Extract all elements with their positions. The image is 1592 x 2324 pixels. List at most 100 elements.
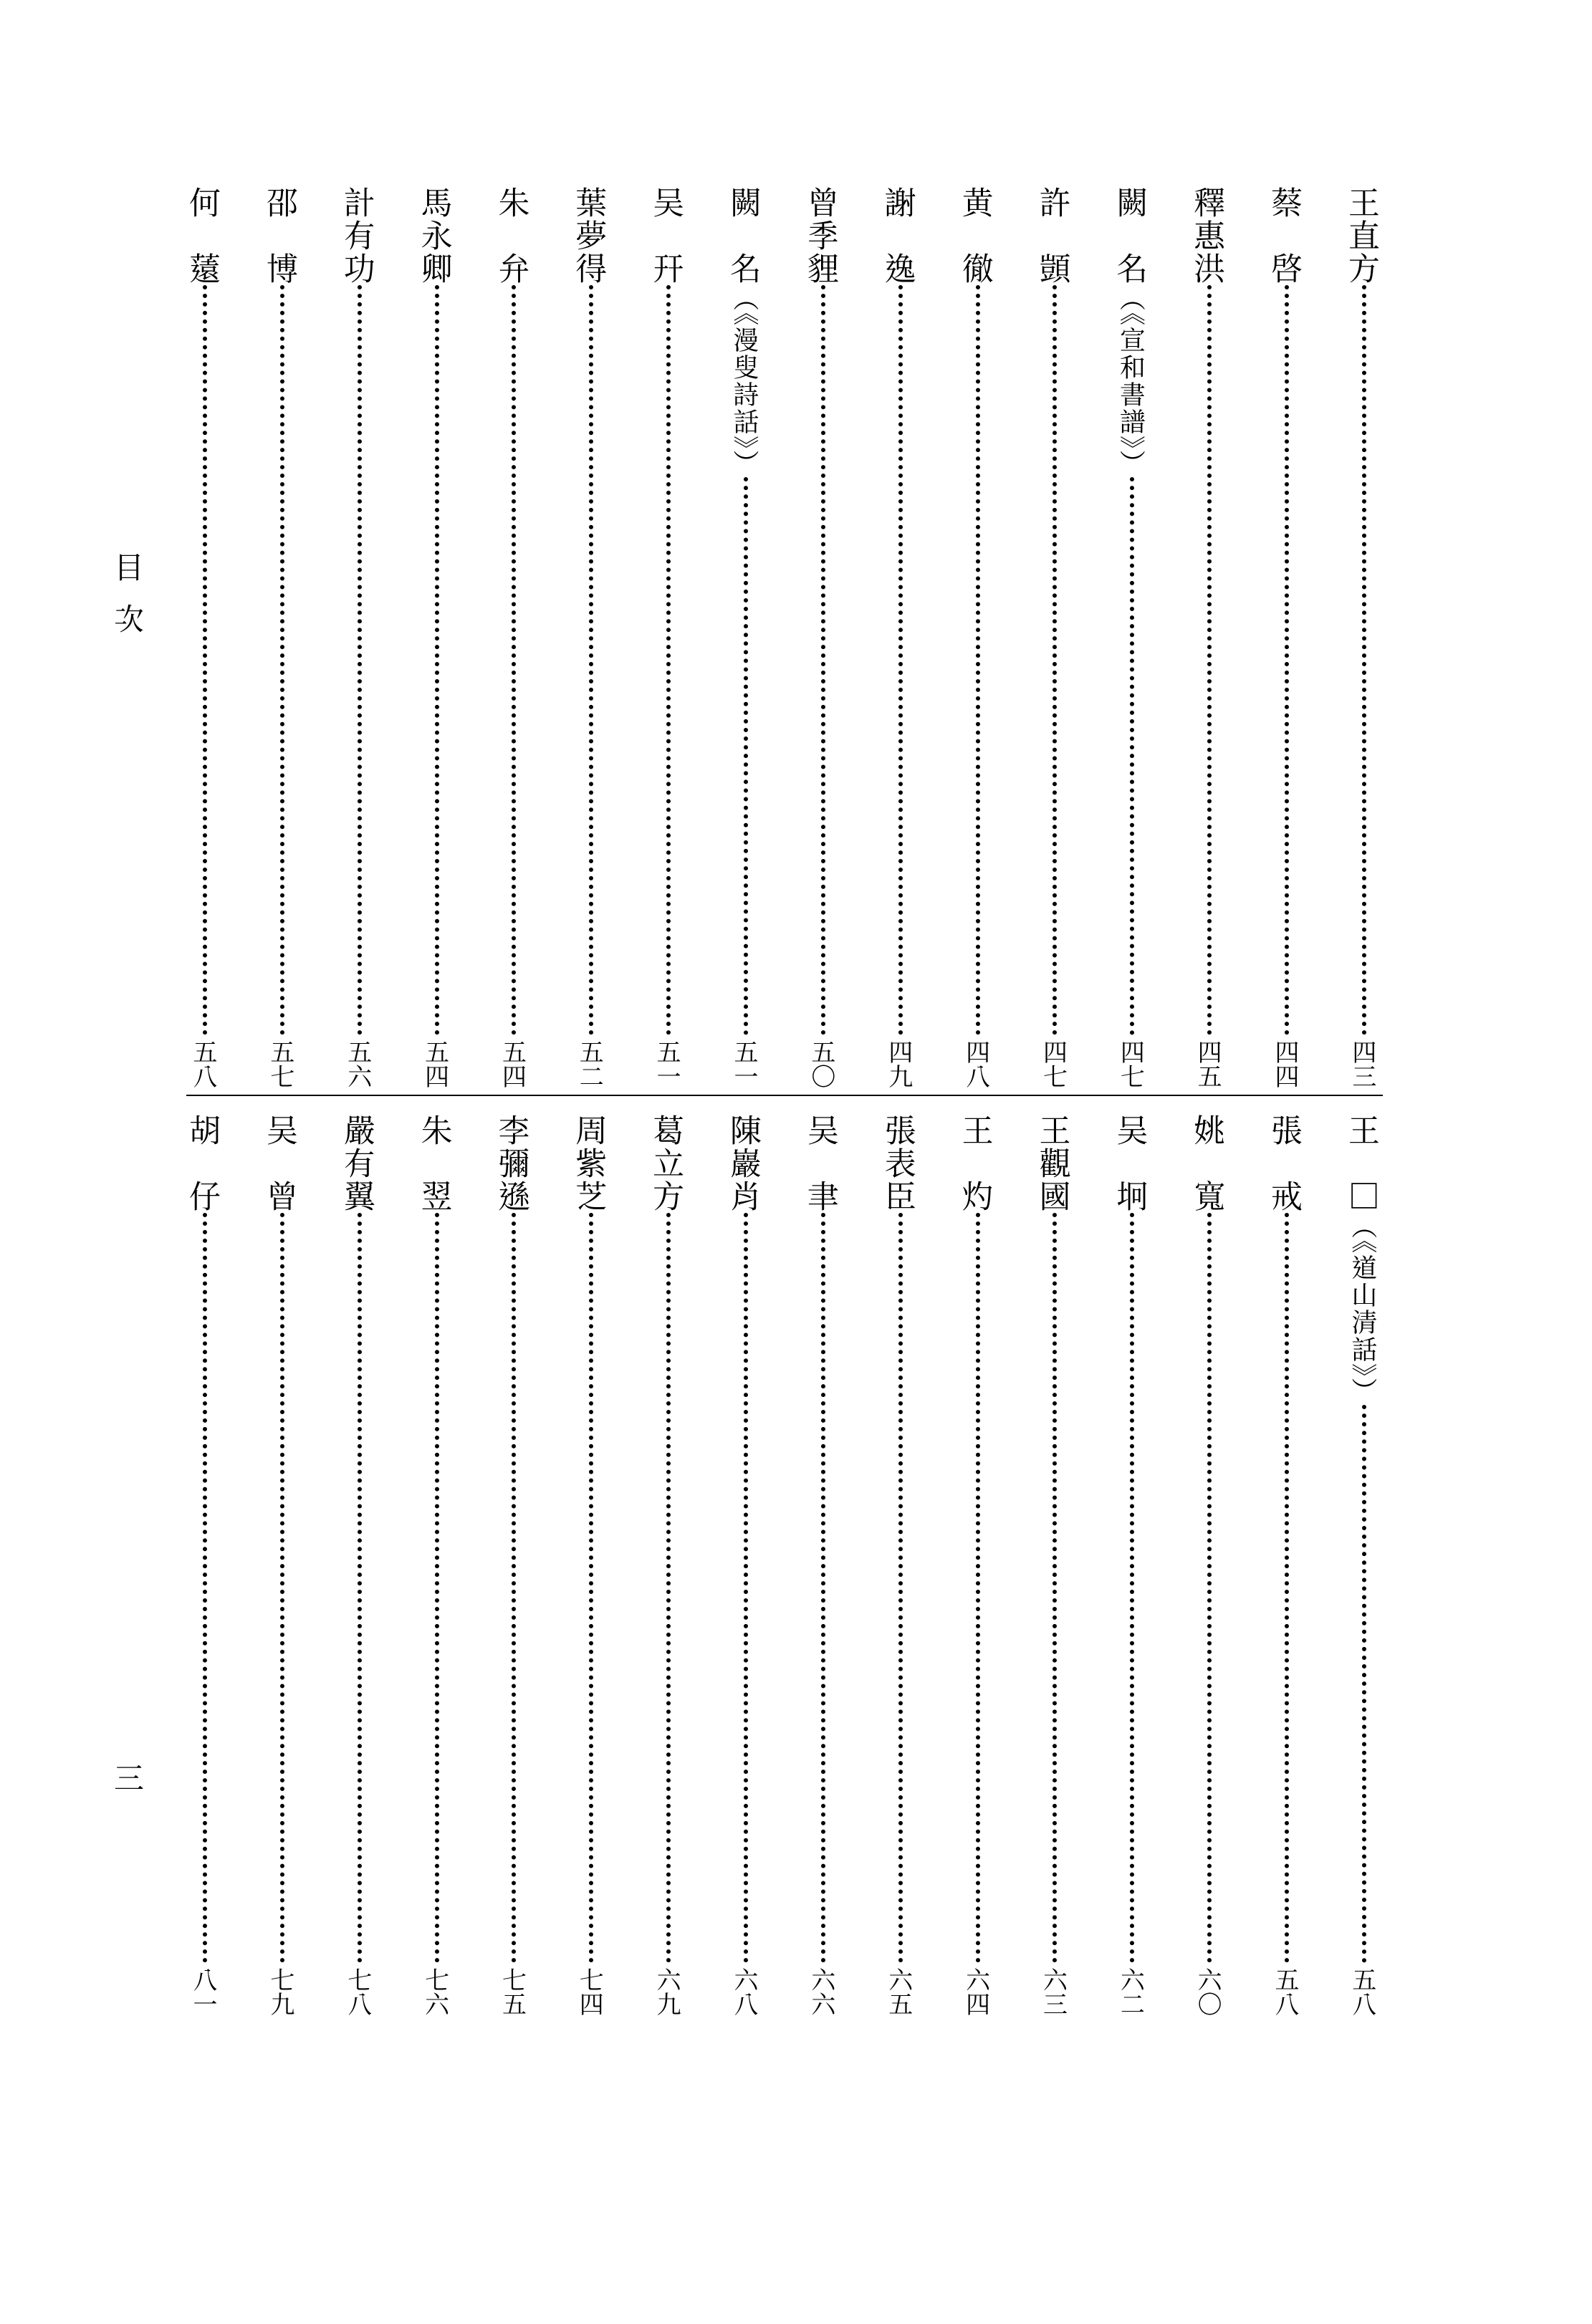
leader-dots — [1346, 1405, 1383, 1963]
entry-name: 謝 逸 — [882, 186, 919, 285]
entry-page: 四四 — [1268, 1035, 1305, 1093]
leader-dots — [650, 1213, 687, 1963]
toc-lower-block: 王 □（《道山清話》）五八張 戒五八姚 寬六〇吴 坰六二王觀國六三王 灼六四張表… — [186, 1114, 1383, 2020]
toc-entry: 馬永卿五四 — [418, 186, 456, 1093]
leader-dots — [572, 1213, 610, 1963]
entry-name: 馬永卿 — [418, 186, 456, 285]
toc-entry: 王直方四三 — [1346, 186, 1383, 1093]
entry-name: 許 顗 — [1036, 186, 1073, 285]
entry-note: （《道山清話》） — [1346, 1213, 1383, 1405]
toc-entry: 吴 坰六二 — [1113, 1114, 1151, 2020]
divider-line — [186, 1095, 1383, 1096]
toc-entry: 謝 逸四九 — [882, 186, 919, 1093]
leader-dots — [727, 477, 764, 1035]
entry-page: 七四 — [572, 1963, 610, 2020]
entry-page: 五八 — [186, 1035, 224, 1093]
entry-name: 王直方 — [1346, 186, 1383, 285]
entry-name: 葉夢得 — [572, 186, 610, 285]
toc-entry: 邵 博五七 — [264, 186, 301, 1093]
entry-page: 五一 — [727, 1035, 764, 1093]
toc-entry: 蔡 啓四四 — [1268, 186, 1305, 1093]
toc-entry: 許 顗四七 — [1036, 186, 1073, 1093]
toc-entry: 張 戒五八 — [1268, 1114, 1305, 2020]
leader-dots — [264, 1213, 301, 1963]
toc-entry: 吴 曾七九 — [264, 1114, 301, 2020]
leader-dots — [1113, 1213, 1151, 1963]
entry-page: 六八 — [727, 1963, 764, 2020]
entry-page: 六二 — [1113, 1963, 1151, 2020]
entry-page: 四九 — [882, 1035, 919, 1093]
running-head: 目次 — [107, 552, 150, 655]
toc-entry: 葉夢得五二 — [572, 186, 610, 1093]
entry-name: 何 薳 — [186, 186, 224, 285]
entry-name: 吴 幵 — [650, 186, 687, 285]
entry-name: 李彌遜 — [495, 1114, 532, 1213]
toc-entry: 周紫芝七四 — [572, 1114, 610, 2020]
entry-page: 四七 — [1113, 1035, 1151, 1093]
entry-name: 王觀國 — [1036, 1114, 1073, 1213]
entry-page: 四三 — [1346, 1035, 1383, 1093]
leader-dots — [341, 1213, 378, 1963]
toc-entry: 張表臣六五 — [882, 1114, 919, 2020]
leader-dots — [1036, 1213, 1073, 1963]
leader-dots — [959, 1213, 997, 1963]
leader-dots — [264, 285, 301, 1035]
entry-name: 張表臣 — [882, 1114, 919, 1213]
entry-name: 釋惠洪 — [1191, 186, 1228, 285]
entry-name: 胡 仔 — [186, 1114, 224, 1213]
entry-page: 五四 — [495, 1035, 532, 1093]
toc-entry: 釋惠洪四五 — [1191, 186, 1228, 1093]
entry-name: 吴 坰 — [1113, 1114, 1151, 1213]
entry-note: （《宣和書譜》） — [1114, 285, 1151, 477]
entry-name: 闕 名（《漫叟詩話》） — [727, 186, 764, 477]
entry-page: 五六 — [341, 1035, 378, 1093]
leader-dots — [650, 285, 687, 1035]
toc-entry: 吴 幵五一 — [650, 186, 687, 1093]
entry-page: 五四 — [418, 1035, 456, 1093]
toc-entry: 王觀國六三 — [1036, 1114, 1073, 2020]
entry-name: 陳巖肖 — [727, 1114, 764, 1213]
entry-note: （《漫叟詩話》） — [728, 285, 764, 477]
toc-entry: 闕 名（《漫叟詩話》） 五一 — [727, 186, 764, 1093]
entry-name: 葛立方 — [650, 1114, 687, 1213]
toc-entry: 陳巖肖六八 — [727, 1114, 764, 2020]
entry-page: 五七 — [264, 1035, 301, 1093]
leader-dots — [341, 285, 378, 1035]
leader-dots — [882, 285, 919, 1035]
leader-dots — [727, 1213, 764, 1963]
toc-entry: 黄 徹四八 — [959, 186, 997, 1093]
leader-dots — [882, 1213, 919, 1963]
toc-entry: 王 □（《道山清話》） 五八 — [1346, 1114, 1383, 2020]
entry-page: 七六 — [418, 1963, 456, 2020]
entry-name: 黄 徹 — [959, 186, 997, 285]
entry-page: 五八 — [1346, 1963, 1383, 2020]
toc-entry: 闕 名（《宣和書譜》）四七 — [1113, 186, 1151, 1093]
toc-entry: 姚 寬六〇 — [1191, 1114, 1228, 2020]
page-number-outer: 三 — [107, 1762, 150, 1792]
entry-name: 周紫芝 — [572, 1114, 610, 1213]
entry-page: 八一 — [186, 1963, 224, 2020]
leader-dots — [418, 285, 456, 1035]
leader-dots — [495, 1213, 532, 1963]
leader-dots — [1191, 285, 1228, 1035]
entry-name: 蔡 啓 — [1268, 186, 1305, 285]
toc-entry: 葛立方六九 — [650, 1114, 687, 2020]
leader-dots — [1346, 285, 1383, 1035]
toc-entry: 曾季貍五〇 — [805, 186, 842, 1093]
entry-name: 朱 翌 — [418, 1114, 456, 1213]
toc-entry: 朱 翌七六 — [418, 1114, 456, 2020]
entry-name: 吴 曾 — [264, 1114, 301, 1213]
leader-dots — [959, 285, 997, 1035]
entry-page: 六五 — [882, 1963, 919, 2020]
leader-dots — [495, 285, 532, 1035]
entry-page: 六九 — [650, 1963, 687, 2020]
leader-dots — [1113, 477, 1151, 1035]
leader-dots — [418, 1213, 456, 1963]
entry-name: 吴 聿 — [805, 1114, 842, 1213]
entry-page: 五二 — [572, 1035, 610, 1093]
entry-page: 六〇 — [1191, 1963, 1228, 2020]
entry-page: 四八 — [959, 1035, 997, 1093]
entry-name: 王 □（《道山清話》） — [1346, 1114, 1383, 1405]
entry-name: 嚴有翼 — [341, 1114, 378, 1213]
leader-dots — [1191, 1213, 1228, 1963]
